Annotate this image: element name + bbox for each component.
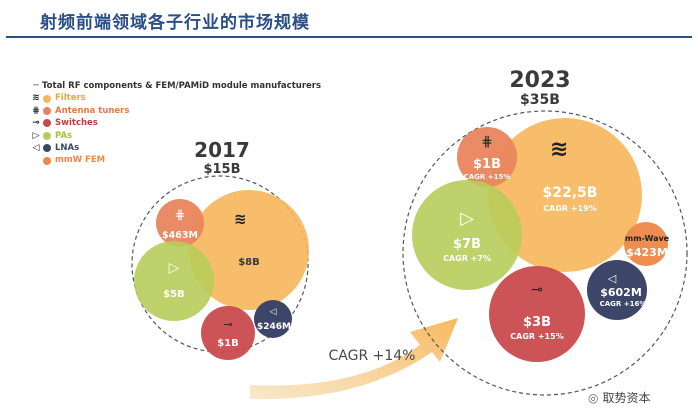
legend-swatch (43, 156, 51, 165)
legend-item-antenna-tuners: ⋕ Antenna tuners (30, 105, 321, 117)
bubble-2017-pas: ▷ $5B (134, 241, 214, 321)
chart-legend: ╌ Total RF components & FEM/PAMiD module… (30, 80, 321, 167)
bubble-2023-lnas: ◁ $602M CAGR +16% (587, 260, 647, 320)
legend-item-mmw-fem: mmW FEM (30, 154, 321, 166)
lna-triangle-icon: ◁ (608, 272, 617, 285)
legend-swatch (43, 119, 51, 128)
year-2023-total: $35B (520, 92, 560, 108)
legend-item-lnas: ◁ LNAs (30, 142, 321, 154)
filter-wave-icon: ≋ (234, 210, 247, 228)
amplifier-triangle-icon: ▷ (169, 260, 180, 276)
growth-arrow (250, 318, 458, 400)
legend-item-switches: ⊸ Switches (30, 117, 321, 129)
year-2017-total: $15B (203, 162, 240, 177)
bubble-label: mm-Wave (625, 234, 670, 243)
legend-item-total: ╌ Total RF components & FEM/PAMiD module… (30, 80, 321, 92)
legend-item-pas: ▷ PAs (30, 130, 321, 142)
antenna-tuner-icon: ⋕ (175, 208, 186, 223)
dashed-line-icon: ╌ (33, 81, 39, 91)
antenna-tuner-icon: ⋕ (32, 105, 40, 116)
bubble-value: $246M (257, 322, 291, 332)
bubble-value: $3B (523, 315, 551, 330)
bubble-2023-pas: ▷ $7B CAGR +7% (412, 180, 522, 290)
bubble-value: $5B (163, 289, 185, 300)
bubble-2023-antenna-tuners: ⋕ $1B CAGR +15% (457, 127, 517, 187)
antenna-tuner-icon: ⋕ (481, 134, 493, 150)
bubble-2017-switches: ⊸ $1B (201, 306, 255, 360)
year-2023-label: 2023 (509, 68, 570, 93)
legend-swatch (43, 131, 51, 140)
year-2023-total-outline (402, 110, 688, 396)
bubble-value: $1B (217, 338, 239, 349)
bubble-cagr: CAGR +7% (443, 254, 491, 263)
legend-swatch (43, 144, 51, 153)
switch-icon: ⊸ (223, 318, 232, 331)
filter-wave-icon: ≋ (32, 93, 40, 104)
bubble-cagr: CAGR +16% (600, 300, 647, 308)
growth-arrow-label: CAGR +14% (329, 348, 416, 364)
header-divider (6, 36, 692, 38)
bubble-2017-lnas: ◁ $246M (254, 300, 292, 338)
lna-triangle-icon: ◁ (270, 307, 277, 317)
watermark: ◎ 取势资本 (588, 390, 651, 406)
bubble-cagr: CAGR +15% (510, 332, 563, 341)
legend-swatch (43, 106, 51, 115)
switch-icon: ⊸ (531, 282, 543, 298)
bubble-2023-switches: ⊸ $3B CAGR +15% (489, 266, 585, 362)
bubble-value: $1B (473, 157, 501, 172)
bubble-value: $602M (600, 286, 642, 299)
bubble-2023-mmw-fem: mm-Wave $423M (624, 222, 670, 266)
bubble-2017-antenna-tuners: ⋕ $463M (156, 199, 204, 247)
bubble-value: $7B (453, 237, 481, 252)
bubble-2017-filters: ≋ $8B (189, 190, 309, 310)
bubble-cagr: CAGR +19% (543, 204, 596, 213)
bubble-2023-filters: ≋ $22,5B CAGR +19% (488, 118, 642, 272)
amplifier-triangle-icon: ▷ (32, 130, 40, 141)
wechat-icon: ◎ (588, 390, 599, 405)
bubble-value: $423M (626, 246, 668, 259)
legend-swatch (43, 94, 51, 103)
year-2017-label: 2017 (194, 138, 250, 162)
amplifier-triangle-icon: ▷ (460, 208, 474, 229)
bubble-value: $8B (238, 257, 260, 268)
page-title: 射频前端领域各子行业的市场规模 (40, 13, 310, 33)
switch-icon: ⊸ (32, 118, 40, 129)
bubble-value: $22,5B (543, 185, 598, 201)
year-2017-total-outline (131, 175, 309, 353)
bubble-cagr: CAGR +15% (464, 173, 511, 181)
legend-item-filters: ≋ Filters (30, 92, 321, 104)
filter-wave-icon: ≋ (550, 137, 568, 162)
lna-triangle-icon: ◁ (32, 142, 40, 153)
bubble-value: $463M (162, 230, 198, 241)
